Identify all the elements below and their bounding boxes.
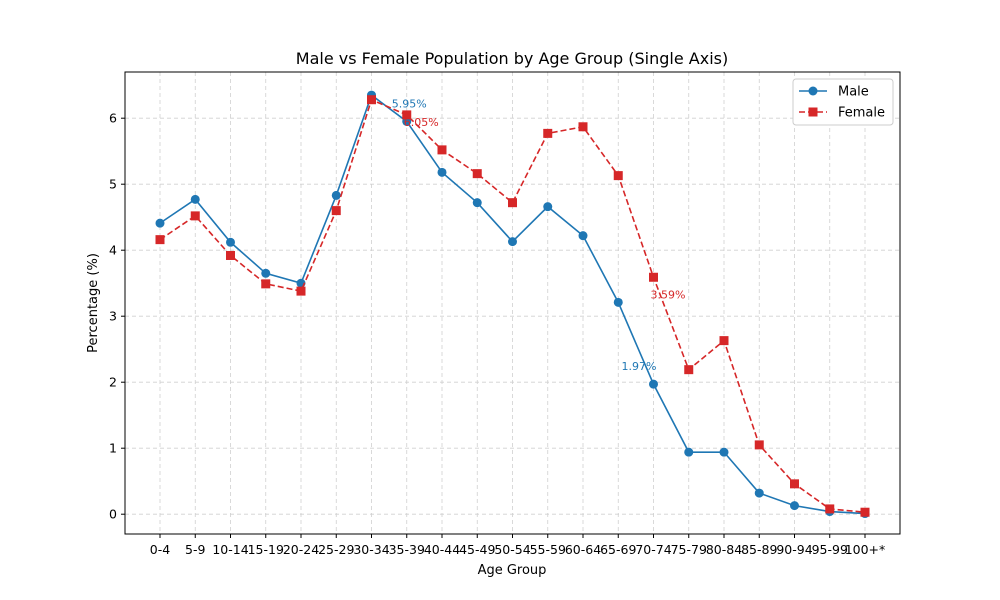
data-point-male (684, 447, 694, 457)
data-point-male (719, 447, 729, 457)
data-point-female (684, 365, 694, 375)
series-line-female (159, 98, 866, 514)
x-tick-label: 60-64 (565, 542, 601, 557)
data-point-female (367, 95, 376, 105)
data-point-male (649, 379, 658, 389)
x-tick-label: 55-59 (530, 542, 566, 557)
x-tick-label: 50-54 (494, 542, 530, 557)
x-tick-label: 0-4 (150, 542, 170, 557)
y-tick-label: 1 (109, 441, 117, 456)
data-label: 5.95% (392, 98, 427, 111)
data-point-male (261, 268, 271, 278)
x-tick-label: 75-79 (671, 542, 707, 557)
series-male (155, 90, 870, 519)
data-point-female (790, 479, 799, 489)
x-tick-label: 85-89 (741, 542, 777, 557)
y-axis: 0 1 2 3 4 5 6 (109, 111, 125, 522)
x-tick-label: 70-74 (635, 542, 671, 557)
y-tick-label: 2 (109, 375, 117, 390)
data-point-male (437, 167, 447, 177)
x-tick-label: 35-39 (389, 542, 425, 557)
series-female (155, 95, 870, 517)
data-point-female (331, 206, 341, 216)
x-tick-label: 20-24 (283, 542, 319, 557)
data-point-female (437, 145, 447, 155)
legend-label-male: Male (838, 85, 869, 100)
data-point-male (578, 231, 588, 241)
y-tick-label: 0 (109, 507, 117, 522)
data-point-female (261, 279, 271, 289)
x-tick-label: 30-34 (353, 542, 389, 557)
data-point-male (226, 237, 235, 247)
data-point-male (190, 194, 200, 204)
x-tick-label: 65-69 (600, 542, 636, 557)
legend-marker-female (808, 107, 818, 117)
data-point-male (613, 297, 623, 307)
data-point-female (719, 336, 729, 346)
data-label: 1.97% (622, 360, 657, 373)
series-layer (155, 90, 870, 519)
y-tick-label: 3 (109, 309, 117, 324)
data-point-female (472, 169, 482, 179)
data-label: 3.59% (651, 288, 686, 301)
grid (125, 72, 900, 534)
legend: Male Female (792, 78, 894, 126)
x-tick-label: 40-44 (424, 542, 460, 557)
data-label: 6.05% (404, 116, 439, 129)
y-tick-label: 6 (109, 111, 117, 126)
data-point-female (825, 504, 835, 514)
y-tick-label: 5 (109, 177, 117, 192)
x-tick-label: 10-14 (212, 542, 248, 557)
y-tick-label: 4 (109, 243, 117, 258)
data-point-male (790, 501, 799, 511)
y-axis-label: Percentage (%) (86, 253, 101, 353)
data-point-male (754, 488, 764, 498)
data-point-female (613, 171, 623, 181)
data-point-female (543, 128, 553, 138)
data-point-male (543, 202, 553, 212)
data-point-male (472, 198, 482, 208)
data-point-female (296, 286, 306, 296)
legend-marker-male (808, 86, 818, 96)
x-tick-label: 5-9 (185, 542, 205, 557)
data-point-female (508, 198, 517, 208)
x-tick-label: 15-19 (248, 542, 284, 557)
x-axis: 0-4 5-9 10-1415-1920-2425-2930-3435-3940-4… (150, 534, 886, 557)
x-tick-label: 90-94 (776, 542, 812, 557)
x-tick-label: 95-99 (812, 542, 848, 557)
x-tick-label: 25-29 (318, 542, 354, 557)
x-axis-label: Age Group (478, 563, 547, 578)
data-point-female (578, 122, 588, 132)
data-point-female (860, 507, 870, 517)
data-point-female (402, 110, 412, 120)
data-point-female (190, 211, 200, 221)
data-point-male (331, 190, 341, 200)
annotations: 5.95% 6.05% 1.97% 3.59% (392, 98, 686, 374)
legend-label-female: Female (838, 106, 885, 121)
x-tick-label: 45-49 (459, 542, 495, 557)
data-point-male (155, 218, 165, 228)
data-point-female (226, 250, 235, 260)
x-tick-label: 80-84 (706, 542, 742, 557)
data-point-female (155, 235, 165, 245)
x-tick-label: 100+* (845, 542, 886, 557)
data-point-female (754, 440, 764, 450)
chart-title: Male vs Female Population by Age Group (… (296, 49, 728, 68)
data-point-male (508, 237, 517, 247)
data-point-female (649, 272, 658, 282)
